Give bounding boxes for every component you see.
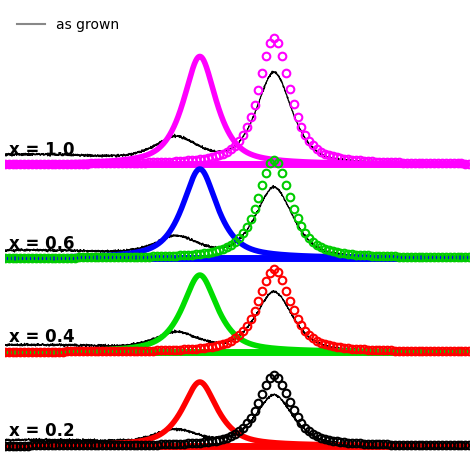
Legend: as grown: as grown: [12, 12, 125, 37]
Text: x = 1.0: x = 1.0: [9, 141, 75, 159]
Text: x = 0.4: x = 0.4: [9, 328, 75, 346]
Text: x = 0.6: x = 0.6: [9, 235, 75, 253]
Text: x = 0.2: x = 0.2: [9, 422, 75, 440]
